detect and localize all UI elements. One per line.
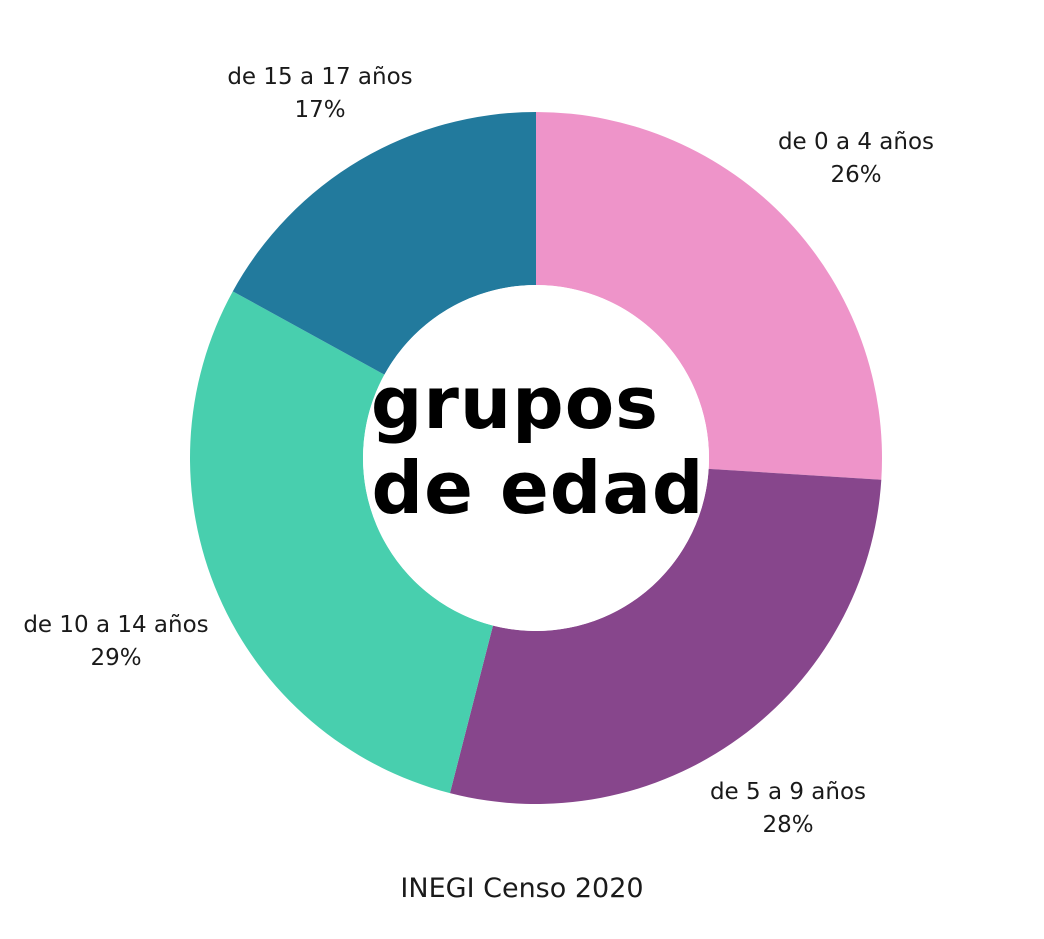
slice-2 [449,468,882,804]
chart-title: grupos de edad [371,361,705,530]
slice-category-label: de 15 a 17 años [227,64,412,90]
donut-hole [363,285,709,631]
slice-value-label: 28% [762,812,813,838]
slice-value-label: 29% [90,645,141,671]
slice-category-label: de 5 a 9 años [710,779,866,805]
source-note: INEGI Censo 2020 [400,873,644,904]
slice-category-label: de 0 a 4 años [778,129,934,155]
slice-4 [232,112,536,375]
chart-title-line-1: grupos [371,361,659,445]
slices-layer [189,112,882,804]
slice-1 [536,112,882,480]
chart-title-line-2: de edad [372,446,705,530]
slice-3 [189,291,493,794]
slice-value-label: 17% [294,97,345,123]
slice-label-3: de 10 a 14 años 29% [23,612,208,671]
slice-label-1: de 0 a 4 años 26% [778,129,934,188]
labels-layer: de 0 a 4 años 26% de 5 a 9 años 28% de 10 a … [23,64,934,838]
slice-value-label: 26% [830,162,881,188]
slice-category-label: de 10 a 14 años [23,612,208,638]
slice-label-4: de 15 a 17 años 17% [227,64,412,123]
slice-label-2: de 5 a 9 años 28% [710,779,866,838]
